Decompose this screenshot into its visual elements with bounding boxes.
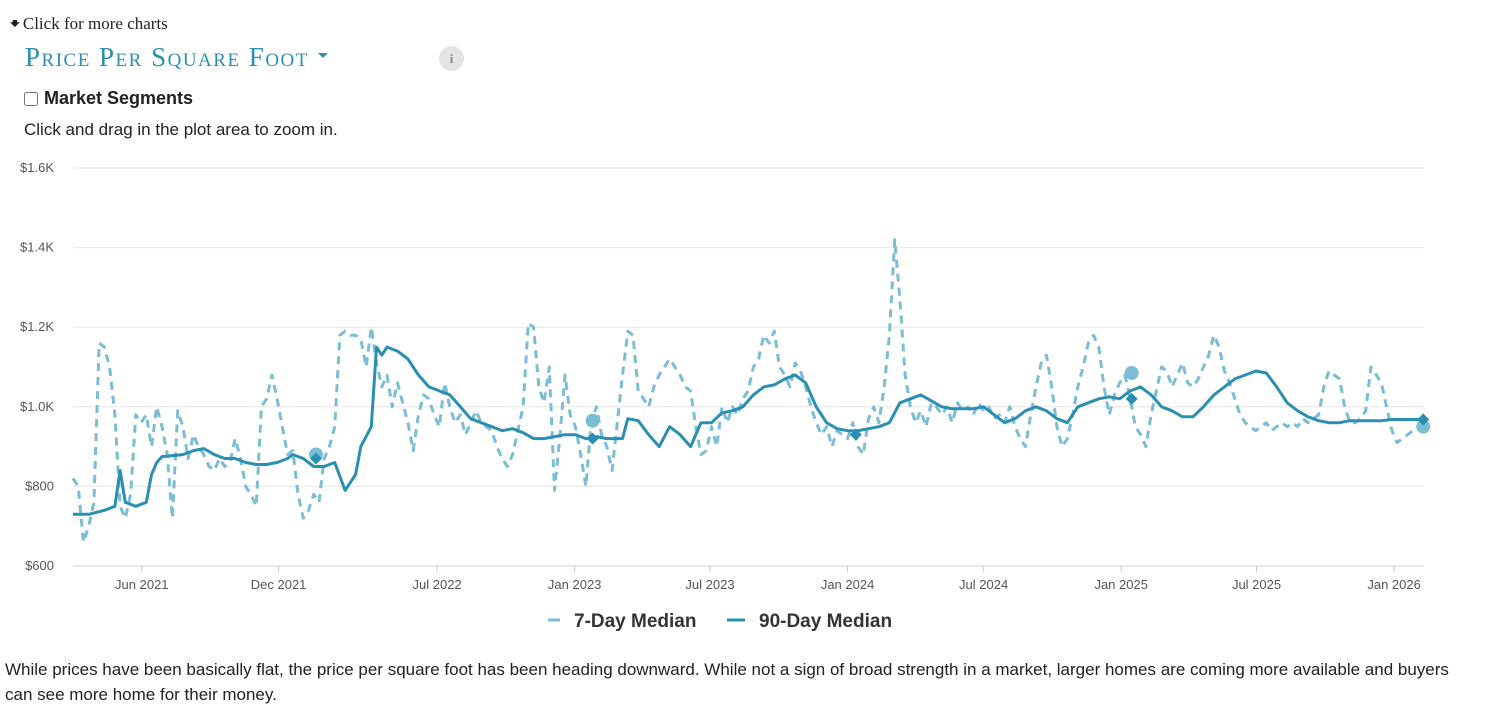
y-tick-label: $1.6K bbox=[20, 160, 54, 175]
x-tick-label: Jan 2026 bbox=[1367, 577, 1421, 592]
x-tick-label: Jan 2023 bbox=[548, 577, 602, 592]
x-tick-label: Jul 2022 bbox=[413, 577, 462, 592]
data-point-7-day[interactable] bbox=[585, 413, 600, 428]
data-point-90-day[interactable] bbox=[586, 432, 599, 445]
x-tick-label: Jun 2021 bbox=[115, 577, 169, 592]
market-segments-checkbox[interactable] bbox=[24, 91, 38, 106]
caret-down-icon[interactable] bbox=[317, 53, 328, 58]
x-tick-label: Jan 2025 bbox=[1094, 577, 1148, 592]
legend-item-90-day-label[interactable]: 90-Day Median bbox=[759, 611, 892, 632]
chart-title-dropdown[interactable]: Price Per Square Foot bbox=[25, 42, 309, 72]
x-tick-label: Jul 2023 bbox=[685, 577, 734, 592]
data-point-7-day[interactable] bbox=[1416, 419, 1431, 434]
data-point-90-day[interactable] bbox=[1125, 392, 1138, 405]
x-tick-label: Jul 2025 bbox=[1232, 577, 1281, 592]
zoom-hint: Click and drag in the plot area to zoom … bbox=[24, 120, 338, 139]
y-tick-label: $800 bbox=[25, 478, 54, 493]
data-point-90-day[interactable] bbox=[309, 452, 322, 465]
arrow-down-icon: 🠻 bbox=[10, 16, 20, 33]
data-point-90-day[interactable] bbox=[1417, 413, 1430, 426]
x-tick-label: Jan 2024 bbox=[821, 577, 875, 592]
series-7-day-median-line[interactable] bbox=[71, 238, 1424, 544]
y-tick-label: $1.0K bbox=[20, 399, 54, 414]
x-tick-label: Dec 2021 bbox=[251, 577, 307, 592]
commentary-text: While prices have been basically flat, t… bbox=[5, 660, 1449, 704]
y-tick-label: $1.4K bbox=[20, 240, 54, 255]
price-per-sqft-chart[interactable]: $600 $800 $1.0K $1.2K $1.4K $1.6K Jun 2021 Dec … bbox=[0, 150, 1495, 645]
legend-item-7-day-label[interactable]: 7-Day Median bbox=[574, 611, 696, 632]
more-charts-link[interactable]: 🠻 Click for more charts bbox=[10, 13, 168, 40]
info-icon[interactable]: i bbox=[439, 46, 464, 71]
market-segments-toggle[interactable]: Market Segments bbox=[24, 88, 193, 109]
chart-selector[interactable]: Price Per Square Foot bbox=[25, 42, 328, 73]
market-segments-label[interactable]: Market Segments bbox=[44, 88, 194, 108]
x-tick-label: Jul 2024 bbox=[959, 577, 1008, 592]
more-charts-label: Click for more charts bbox=[22, 14, 168, 33]
y-tick-label: $600 bbox=[25, 558, 54, 573]
series-90-day-median-line[interactable] bbox=[73, 345, 1424, 516]
data-point-90-day[interactable] bbox=[849, 428, 862, 441]
y-tick-label: $1.2K bbox=[20, 319, 54, 334]
data-point-7-day[interactable] bbox=[1124, 365, 1139, 380]
